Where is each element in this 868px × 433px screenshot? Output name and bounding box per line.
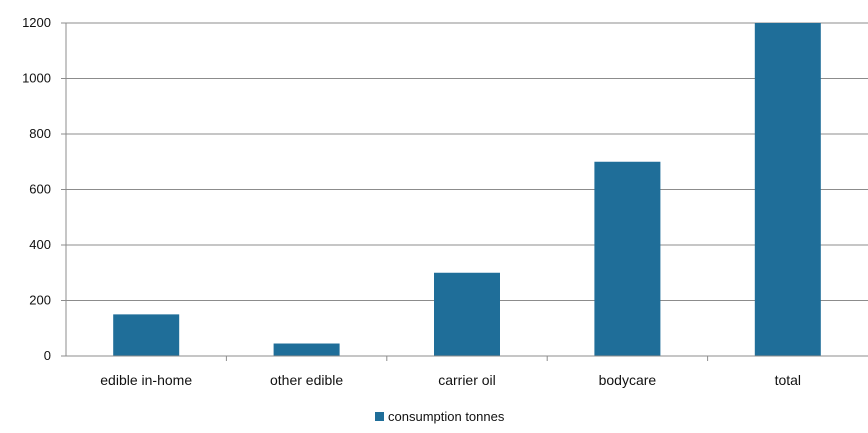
bar-bodycare xyxy=(594,161,661,356)
gridlines xyxy=(66,22,868,301)
legend-label: consumption tonnes xyxy=(388,409,505,424)
y-axis-tick-labels: 0 200 400 600 800 1000 1200 xyxy=(22,15,51,363)
bars xyxy=(113,23,821,356)
legend-swatch xyxy=(375,412,384,421)
legend: consumption tonnes xyxy=(375,409,505,424)
y-tick-label: 1000 xyxy=(22,71,51,86)
x-category-label: bodycare xyxy=(599,372,657,388)
bar-other-edible xyxy=(273,343,340,356)
axes xyxy=(61,22,868,361)
y-tick-label: 200 xyxy=(29,293,51,308)
y-tick-label: 800 xyxy=(29,126,51,141)
bar-total xyxy=(754,23,821,356)
x-category-label: carrier oil xyxy=(438,372,496,388)
y-tick-label: 0 xyxy=(44,348,51,363)
bar-edible-in-home xyxy=(113,314,180,356)
x-category-label: other edible xyxy=(270,372,343,388)
y-tick-label: 600 xyxy=(29,182,51,197)
x-axis-category-labels: edible in-home other edible carrier oil bod… xyxy=(100,372,801,388)
y-tick-label: 1200 xyxy=(22,15,51,30)
x-category-label: total xyxy=(775,372,801,388)
y-tick-label: 400 xyxy=(29,237,51,252)
x-category-label: edible in-home xyxy=(100,372,192,388)
bar-carrier-oil xyxy=(434,272,500,356)
